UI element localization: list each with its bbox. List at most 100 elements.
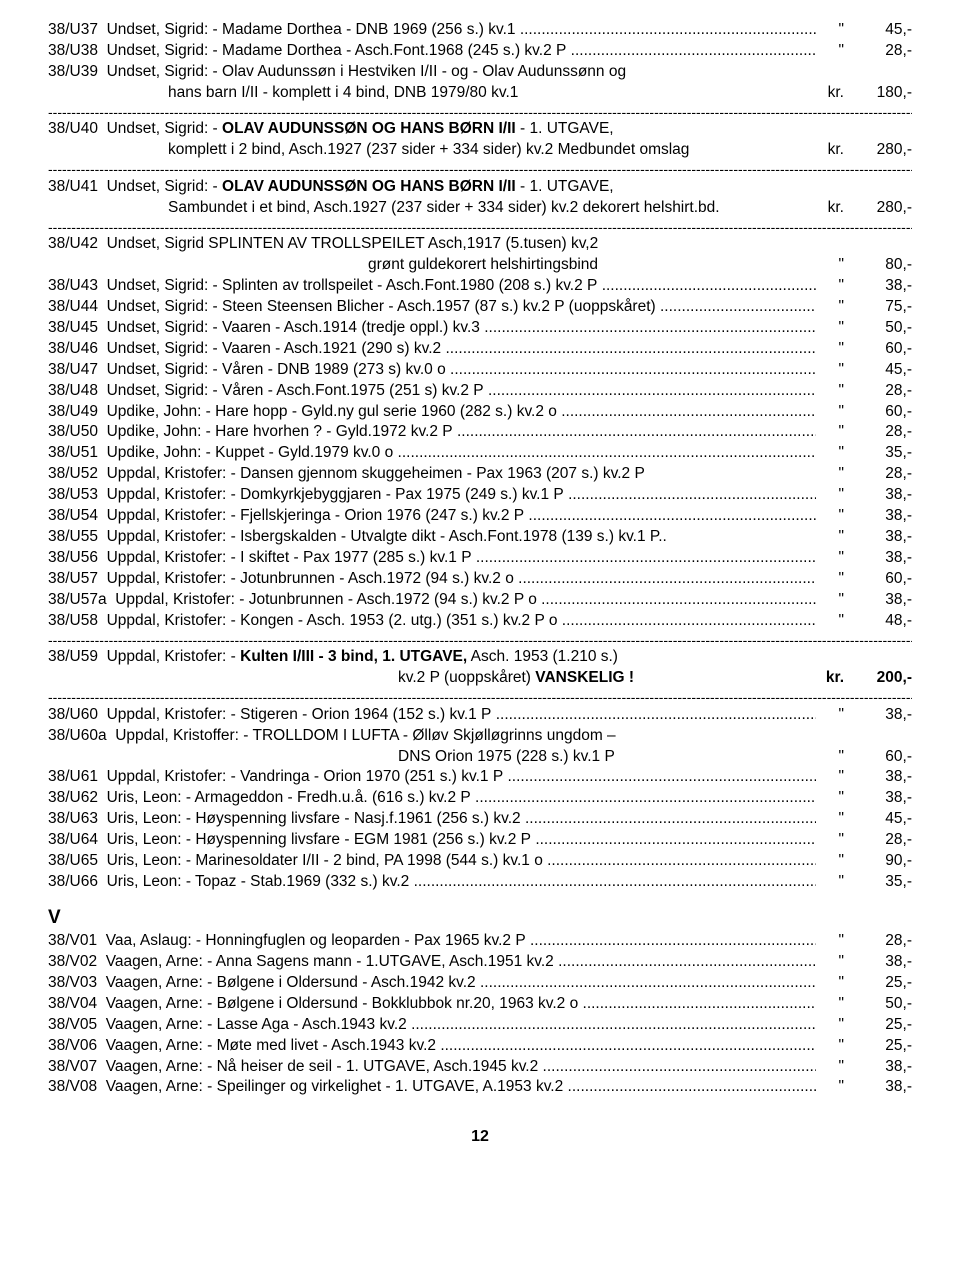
leader-dots: ........................................… xyxy=(562,611,816,632)
currency-mark xyxy=(816,62,844,83)
leader-dots: ........................................… xyxy=(440,1036,816,1057)
entry-description: 38/V04 Vaagen, Arne: - Bølgene i Oldersu… xyxy=(48,994,816,1015)
currency-mark: " xyxy=(816,1077,844,1098)
catalog-entry: 38/U49 Updike, John: - Hare hopp - Gyld.… xyxy=(48,402,912,423)
entry-description: 38/U38 Undset, Sigrid: - Madame Dorthea … xyxy=(48,41,816,62)
price: 38,- xyxy=(844,506,912,527)
price: 38,- xyxy=(844,788,912,809)
catalog-entry: 38/V07 Vaagen, Arne: - Nå heiser de seil… xyxy=(48,1057,912,1078)
price: 90,- xyxy=(844,851,912,872)
entry-description: 38/V08 Vaagen, Arne: - Speilinger og vir… xyxy=(48,1077,816,1098)
entry-description: 38/U61 Uppdal, Kristofer: - Vandringa - … xyxy=(48,767,816,788)
separator-line: ----------------------------------------… xyxy=(48,691,912,704)
catalog-entry: 38/U44 Undset, Sigrid: - Steen Steensen … xyxy=(48,297,912,318)
currency-mark: " xyxy=(816,952,844,973)
catalog-entry: 38/U53 Uppdal, Kristofer: - Domkyrkjebyg… xyxy=(48,485,912,506)
entry-text: 38/U54 Uppdal, Kristofer: - Fjellskjerin… xyxy=(48,506,528,527)
price xyxy=(844,62,912,83)
price: 38,- xyxy=(844,485,912,506)
entry-description: kv.2 P (uoppskåret) VANSKELIG ! xyxy=(48,668,816,689)
entry-text: 38/U64 Uris, Leon: - Høyspenning livsfar… xyxy=(48,830,535,851)
entry-description: hans barn I/II - komplett i 4 bind, DNB … xyxy=(48,83,816,104)
entry-description: 38/U48 Undset, Sigrid: - Våren - Asch.Fo… xyxy=(48,381,816,402)
price: 38,- xyxy=(844,1057,912,1078)
catalog-entry: 38/U62 Uris, Leon: - Armageddon - Fredh.… xyxy=(48,788,912,809)
entry-text: 38/V02 Vaagen, Arne: - Anna Sagens mann … xyxy=(48,952,558,973)
entry-description: 38/U62 Uris, Leon: - Armageddon - Fredh.… xyxy=(48,788,816,809)
price: 38,- xyxy=(844,767,912,788)
entry-text: 38/U48 Undset, Sigrid: - Våren - Asch.Fo… xyxy=(48,381,488,402)
entry-description: 38/V05 Vaagen, Arne: - Lasse Aga - Asch.… xyxy=(48,1015,816,1036)
catalog-entry: hans barn I/II - komplett i 4 bind, DNB … xyxy=(48,83,912,104)
currency-mark xyxy=(816,177,844,198)
price: 75,- xyxy=(844,297,912,318)
currency-mark: " xyxy=(816,381,844,402)
price: 25,- xyxy=(844,973,912,994)
catalog-entry: 38/U41 Undset, Sigrid: - OLAV AUDUNSSØN … xyxy=(48,177,912,198)
currency-mark: " xyxy=(816,506,844,527)
catalog-entry: 38/U42 Undset, Sigrid SPLINTEN AV TROLLS… xyxy=(48,234,912,255)
currency-mark: " xyxy=(816,527,844,548)
currency-mark: " xyxy=(816,20,844,41)
separator-line: ----------------------------------------… xyxy=(48,163,912,176)
catalog-entry: 38/U59 Uppdal, Kristofer: - Kulten I/III… xyxy=(48,647,912,668)
leader-dots: ........................................… xyxy=(518,569,816,590)
currency-mark: " xyxy=(816,788,844,809)
entry-description: 38/U41 Undset, Sigrid: - OLAV AUDUNSSØN … xyxy=(48,177,816,198)
catalog-entry: 38/U60 Uppdal, Kristofer: - Stigeren - O… xyxy=(48,705,912,726)
catalog-entry: 38/U38 Undset, Sigrid: - Madame Dorthea … xyxy=(48,41,912,62)
price: 28,- xyxy=(844,41,912,62)
price: 38,- xyxy=(844,952,912,973)
entry-description: 38/U63 Uris, Leon: - Høyspenning livsfar… xyxy=(48,809,816,830)
catalog-entry: DNS Orion 1975 (228 s.) kv.1 P"60,- xyxy=(48,747,912,768)
entry-text: 38/U62 Uris, Leon: - Armageddon - Fredh.… xyxy=(48,788,475,809)
currency-mark: " xyxy=(816,569,844,590)
leader-dots: ........................................… xyxy=(602,276,816,297)
entry-text: 38/V03 Vaagen, Arne: - Bølgene i Oldersu… xyxy=(48,973,480,994)
leader-dots: ........................................… xyxy=(475,788,816,809)
catalog-entry: 38/V08 Vaagen, Arne: - Speilinger og vir… xyxy=(48,1077,912,1098)
entry-text: 38/V05 Vaagen, Arne: - Lasse Aga - Asch.… xyxy=(48,1015,411,1036)
price: 60,- xyxy=(844,339,912,360)
entry-description: 38/V07 Vaagen, Arne: - Nå heiser de seil… xyxy=(48,1057,816,1078)
currency-mark: " xyxy=(816,1015,844,1036)
price: 38,- xyxy=(844,590,912,611)
currency-mark: " xyxy=(816,611,844,632)
leader-dots: ........................................… xyxy=(525,809,816,830)
currency-mark: " xyxy=(816,485,844,506)
price: 48,- xyxy=(844,611,912,632)
price: 60,- xyxy=(844,569,912,590)
entry-text: 38/U37 Undset, Sigrid: - Madame Dorthea … xyxy=(48,20,520,41)
currency-mark: " xyxy=(816,548,844,569)
catalog-entry: 38/V06 Vaagen, Arne: - Møte med livet - … xyxy=(48,1036,912,1057)
entry-description: 38/U39 Undset, Sigrid: - Olav Audunssøn … xyxy=(48,62,816,83)
page-number: 12 xyxy=(48,1128,912,1146)
price: 38,- xyxy=(844,527,912,548)
separator-line: ----------------------------------------… xyxy=(48,634,912,647)
price: 50,- xyxy=(844,318,912,339)
catalog-entry: komplett i 2 bind, Asch.1927 (237 sider … xyxy=(48,140,912,161)
leader-dots: ........................................… xyxy=(541,590,816,611)
catalog-entry: 38/U63 Uris, Leon: - Høyspenning livsfar… xyxy=(48,809,912,830)
entry-description: komplett i 2 bind, Asch.1927 (237 sider … xyxy=(48,140,816,161)
currency-mark: " xyxy=(816,422,844,443)
entry-description: 38/U49 Updike, John: - Hare hopp - Gyld.… xyxy=(48,402,816,423)
leader-dots: ........................................… xyxy=(547,851,816,872)
currency-mark: " xyxy=(816,402,844,423)
entry-description: 38/V01 Vaa, Aslaug: - Honningfuglen og l… xyxy=(48,931,816,952)
entry-description: 38/V03 Vaagen, Arne: - Bølgene i Oldersu… xyxy=(48,973,816,994)
price xyxy=(844,234,912,255)
leader-dots: ........................................… xyxy=(583,994,816,1015)
catalog-entry: 38/U66 Uris, Leon: - Topaz - Stab.1969 (… xyxy=(48,872,912,893)
price: 60,- xyxy=(844,402,912,423)
currency-mark: " xyxy=(816,830,844,851)
currency-mark: " xyxy=(816,851,844,872)
entry-description: grønt guldekorert helshirtingsbind xyxy=(48,255,816,276)
leader-dots: ........................................… xyxy=(543,1057,816,1078)
leader-dots: ........................................… xyxy=(398,443,816,464)
leader-dots: ........................................… xyxy=(476,548,816,569)
catalog-entry: 38/U51 Updike, John: - Kuppet - Gyld.197… xyxy=(48,443,912,464)
entry-description: 38/U57 Uppdal, Kristofer: - Jotunbrunnen… xyxy=(48,569,816,590)
entry-text: 38/U44 Undset, Sigrid: - Steen Steensen … xyxy=(48,297,660,318)
price: 80,- xyxy=(844,255,912,276)
